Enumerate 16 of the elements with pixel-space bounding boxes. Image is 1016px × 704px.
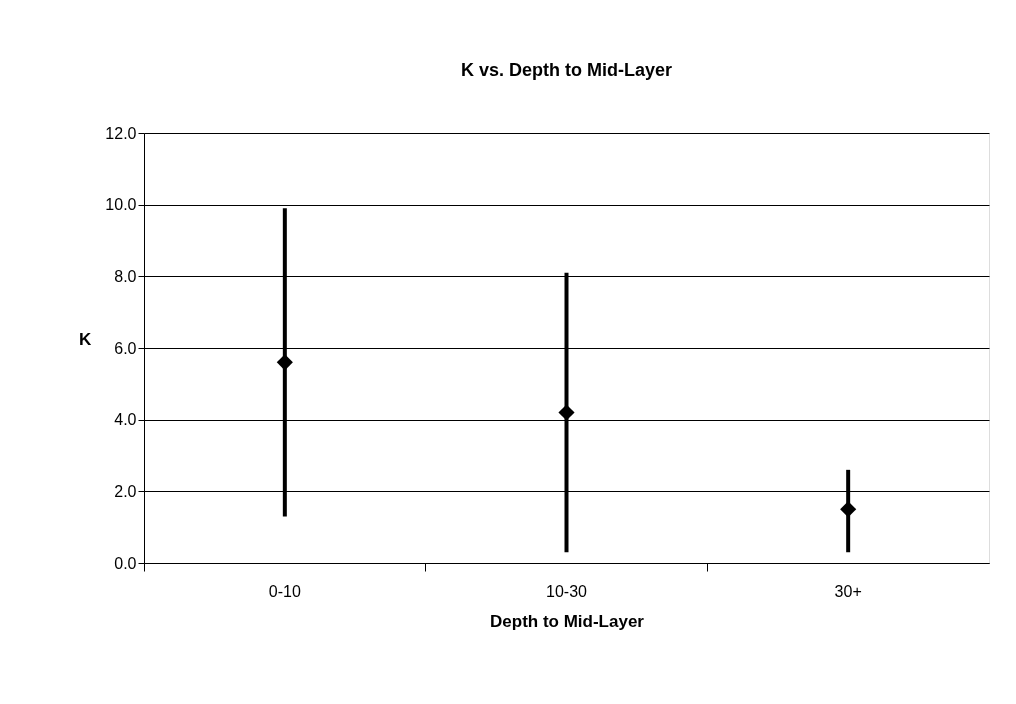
- y-tick-label: 0.0: [114, 554, 137, 572]
- point: [840, 501, 857, 518]
- x-tick-label: 30+: [834, 582, 862, 600]
- x-axis-title: Depth to Mid-Layer: [490, 611, 645, 631]
- y-tick-label: 4.0: [114, 411, 137, 429]
- y-tick-label: 12.0: [105, 124, 137, 142]
- y-tick-label: 10.0: [105, 196, 137, 214]
- x-tick-label: 0-10: [268, 582, 301, 600]
- point: [558, 404, 575, 421]
- y-tick-label: 6.0: [114, 339, 137, 357]
- y-tick-label: 2.0: [114, 482, 137, 500]
- x-tick-label: 10-30: [546, 582, 588, 600]
- chart-title: K vs. Depth to Mid-Layer: [460, 60, 673, 80]
- point: [276, 354, 293, 371]
- y-axis-title: K: [79, 329, 93, 349]
- y-tick-label: 8.0: [114, 267, 137, 285]
